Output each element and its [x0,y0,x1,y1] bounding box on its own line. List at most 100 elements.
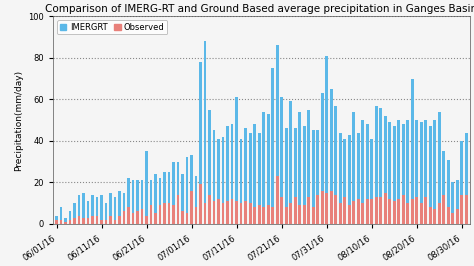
Bar [82,193,85,224]
Bar [352,201,355,224]
Bar [415,120,418,224]
Bar [213,130,216,224]
Bar [159,178,162,224]
Bar [424,197,427,224]
Bar [249,203,252,224]
Bar [433,209,436,224]
Bar [289,101,292,224]
Bar [217,139,220,224]
Bar [379,197,382,224]
Bar [262,112,265,224]
Bar [172,205,175,224]
Bar [235,201,238,224]
Bar [348,205,351,224]
Bar [298,112,301,224]
Bar [114,197,117,224]
Bar [321,93,324,224]
Bar [267,205,270,224]
Bar [109,215,112,224]
Bar [321,191,324,224]
Bar [384,193,387,224]
Bar [370,199,373,224]
Bar [451,182,454,224]
Bar [285,128,288,224]
Bar [393,201,396,224]
Bar [82,218,85,224]
Bar [280,97,283,224]
Bar [451,214,454,224]
Bar [127,178,130,224]
Bar [181,174,184,224]
Bar [456,180,458,224]
Bar [393,126,396,224]
Bar [145,151,148,224]
Bar [388,199,391,224]
Bar [312,207,315,224]
Bar [199,184,202,224]
Bar [303,126,306,224]
Bar [136,180,139,224]
Bar [429,207,431,224]
Bar [145,215,148,224]
Bar [123,211,126,224]
Bar [118,191,121,224]
Bar [55,220,58,224]
Bar [199,62,202,224]
Bar [433,120,436,224]
Bar [375,197,378,224]
Bar [168,203,171,224]
Bar [330,89,333,224]
Bar [294,128,297,224]
Bar [222,137,225,224]
Bar [384,116,387,224]
Bar [109,193,112,224]
Bar [334,195,337,224]
Bar [204,203,207,224]
Bar [298,205,301,224]
Bar [64,222,67,224]
Bar [357,199,360,224]
Bar [366,124,369,224]
Bar [78,215,81,224]
Bar [442,195,445,224]
Bar [447,160,449,224]
Bar [177,195,180,224]
Bar [465,195,467,224]
Bar [370,139,373,224]
Bar [276,176,279,224]
Bar [438,203,440,224]
Bar [258,132,261,224]
Bar [105,220,108,224]
Bar [141,180,144,224]
Bar [78,195,81,224]
Bar [294,197,297,224]
Bar [420,203,422,224]
Bar [208,110,211,224]
Bar [411,199,413,224]
Bar [181,211,184,224]
Bar [271,68,274,224]
Bar [190,191,193,224]
Bar [123,193,126,224]
Bar [87,218,90,224]
Bar [154,174,157,224]
Bar [402,195,405,224]
Bar [361,120,364,224]
Bar [195,207,198,224]
Bar [163,172,166,224]
Bar [55,215,58,224]
Bar [424,120,427,224]
Bar [244,128,247,224]
Bar [334,106,337,224]
Bar [339,203,342,224]
Bar [276,45,279,224]
Bar [226,201,229,224]
Bar [136,211,139,224]
Bar [406,203,409,224]
Bar [253,207,256,224]
Bar [280,197,283,224]
Bar [456,209,458,224]
Bar [154,214,157,224]
Bar [60,220,63,224]
Bar [190,155,193,224]
